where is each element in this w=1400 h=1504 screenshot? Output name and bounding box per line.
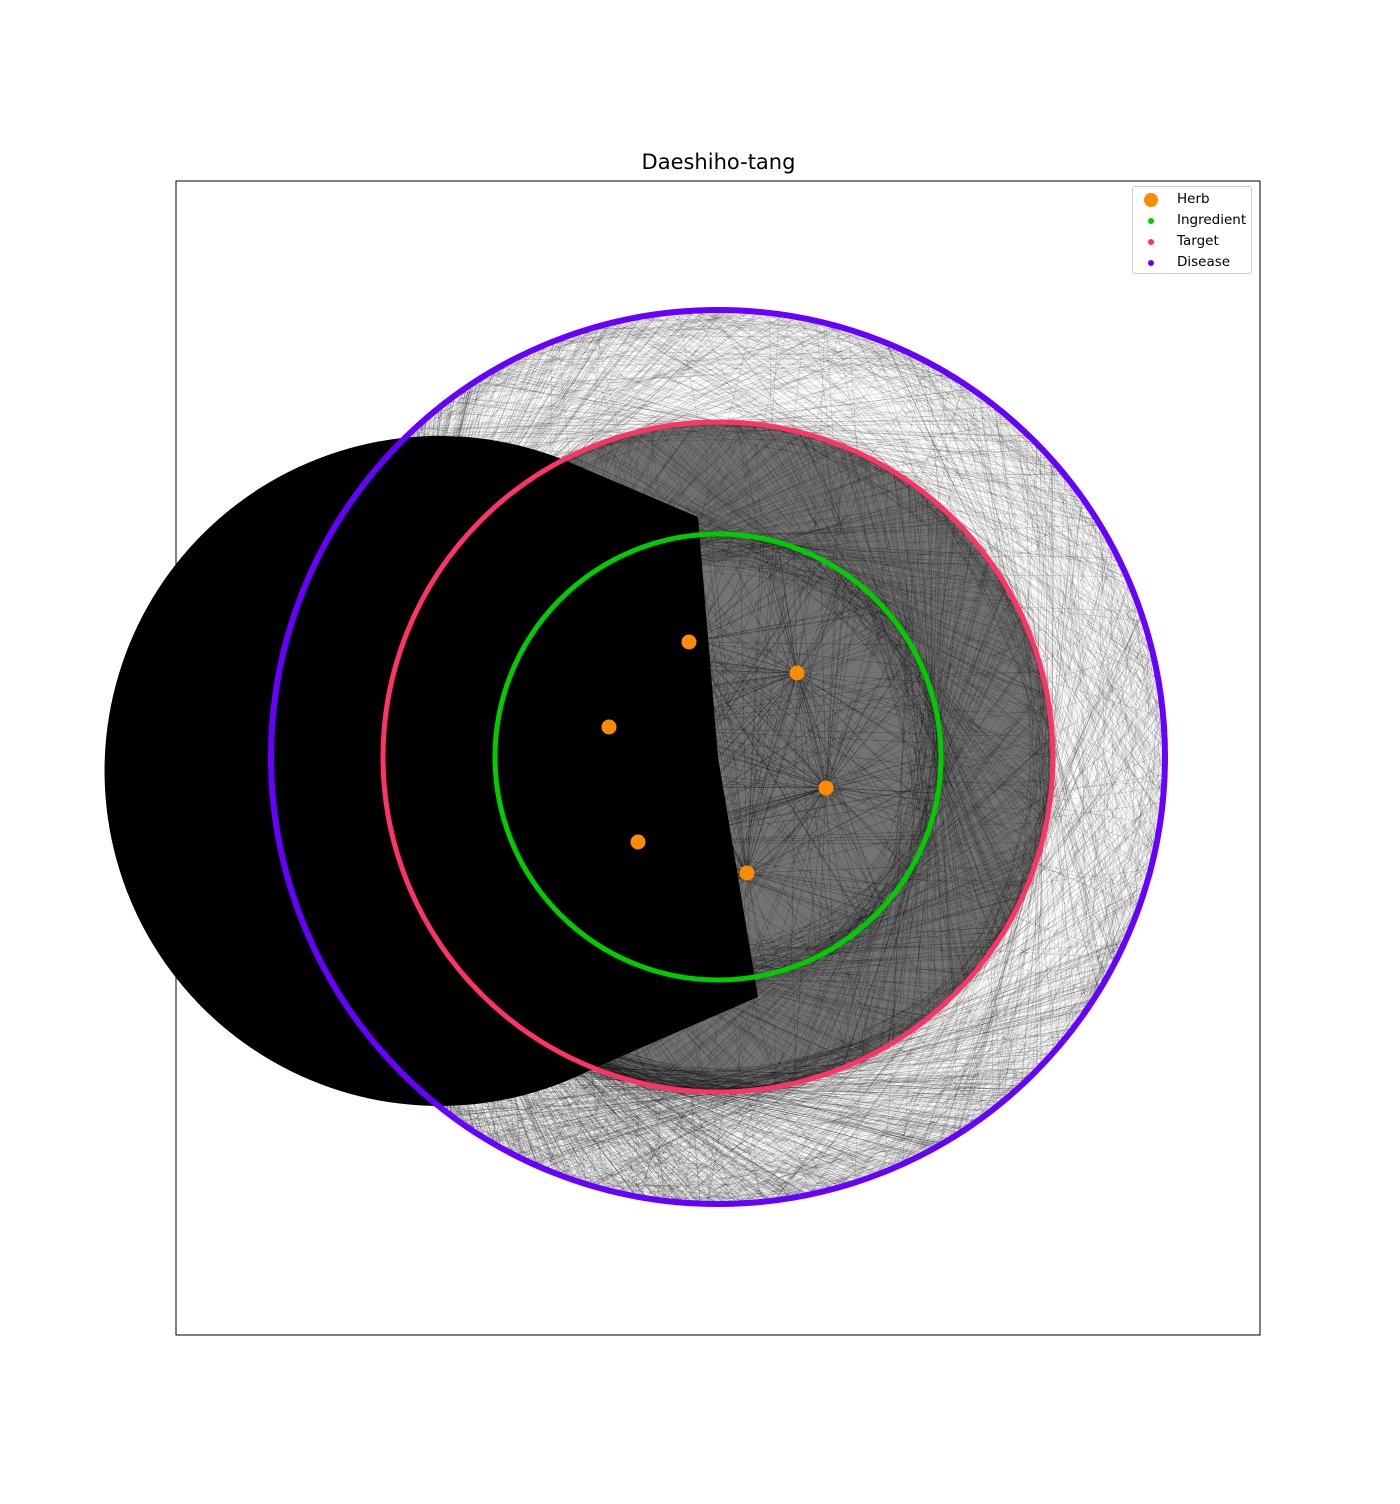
herb-node (630, 834, 646, 850)
legend: Herb Ingredient Target Disease (1132, 186, 1252, 274)
legend-item-target: Target (1133, 231, 1251, 252)
target-disease-edges (270, 309, 1166, 1205)
ingredient-marker-icon (1148, 218, 1154, 224)
ingredient-target-edges (382, 421, 1054, 1093)
disease-marker-icon (1148, 260, 1154, 266)
chart-title: Daeshiho-tang (641, 150, 796, 174)
legend-item-ingredient: Ingredient (1133, 210, 1251, 231)
edge-layer (104, 309, 1166, 1205)
target-marker-icon (1148, 239, 1154, 245)
legend-item-disease: Disease (1133, 252, 1251, 273)
legend-label-herb: Herb (1177, 191, 1210, 207)
disease-node-ring (268, 307, 1168, 1207)
herb-node (681, 634, 697, 650)
herb-node-layer (601, 634, 834, 881)
legend-item-herb: Herb (1133, 189, 1251, 210)
target-node-ring (380, 419, 1056, 1095)
herb-node (818, 780, 834, 796)
ingredient-node-ring (492, 531, 944, 983)
herb-marker-icon (1144, 193, 1158, 207)
legend-label-target: Target (1177, 233, 1219, 249)
ring-layer (268, 307, 1168, 1207)
herb-node (739, 865, 755, 881)
herb-node (789, 665, 805, 681)
legend-label-disease: Disease (1177, 254, 1231, 270)
herb-node (601, 719, 617, 735)
herb-ingredient-edges (494, 533, 942, 981)
legend-label-ingredient: Ingredient (1177, 212, 1247, 228)
dense-edge-crescent (104, 435, 758, 1106)
disease-chord-edges (270, 309, 1166, 1205)
